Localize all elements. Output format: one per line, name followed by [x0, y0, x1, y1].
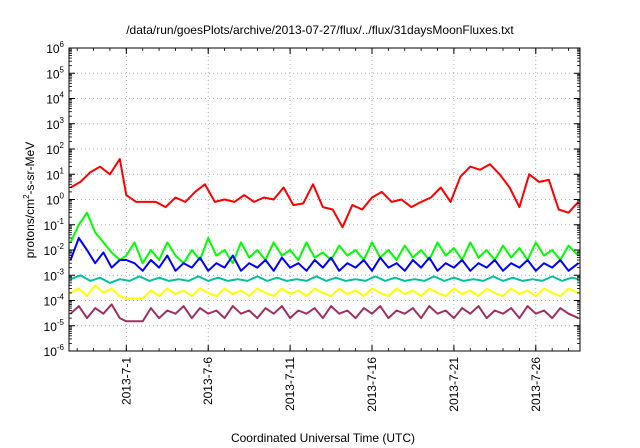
series-line-6	[69, 303, 579, 323]
y-tick-label-exponent: 0	[60, 192, 65, 201]
axis-ticks	[69, 47, 580, 352]
y-tick-label-base: 10	[46, 168, 60, 182]
chart-title: /data/run/goesPlots/archive/2013-07-27/f…	[126, 23, 514, 37]
y-tick-label-base: 10	[46, 194, 60, 208]
y-tick-label-exponent: -3	[57, 267, 65, 276]
y-tick-label-exponent: 3	[60, 116, 65, 125]
y-tick-label-base: 10	[44, 345, 58, 359]
series-layer	[69, 158, 580, 323]
y-tick-label-exponent: 2	[60, 141, 65, 150]
y-tick-label: 101	[46, 166, 64, 182]
grid-lines	[69, 48, 580, 351]
y-tick-label: 10-3	[44, 267, 65, 283]
y-tick-label-base: 10	[44, 295, 58, 309]
y-axis-label-main: protons/cm	[23, 199, 37, 258]
y-tick-label: 10-5	[44, 318, 65, 334]
y-axis-label-sup: 2	[22, 194, 31, 199]
x-tick-label: 2013-7-1	[119, 357, 133, 405]
y-tick-label: 105	[46, 65, 64, 81]
y-tick-label-base: 10	[44, 320, 58, 334]
y-tick-label-base: 10	[46, 42, 60, 56]
y-tick-label-exponent: -5	[57, 318, 65, 327]
y-tick-label-base: 10	[46, 143, 60, 157]
series-line-5	[70, 284, 579, 300]
y-tick-label-exponent: 6	[60, 40, 65, 49]
y-tick-label: 103	[46, 116, 64, 132]
y-tick-label-exponent: -1	[57, 217, 65, 226]
y-tick-label: 106	[46, 40, 64, 56]
series-line-1	[70, 158, 580, 229]
y-tick-label-exponent: 5	[60, 65, 65, 74]
series-line-3	[69, 237, 580, 272]
y-tick-label: 10-6	[44, 343, 65, 359]
y-tick-label-base: 10	[44, 269, 58, 283]
x-tick-label: 2013-7-21	[447, 357, 461, 412]
x-axis-label: Coordinated Universal Time (UTC)	[231, 431, 415, 445]
x-tick-label: 2013-7-11	[283, 357, 297, 411]
y-tick-label-base: 10	[44, 244, 58, 258]
x-tick-label: 2013-7-16	[365, 357, 379, 412]
y-tick-label-exponent: -6	[57, 343, 65, 352]
y-axis-label-rest: -s-sr-MeV	[23, 142, 37, 195]
y-tick-label: 102	[46, 141, 64, 157]
y-tick-label-base: 10	[46, 93, 60, 107]
y-tick-label-exponent: -4	[57, 293, 65, 302]
x-tick-label: 2013-7-26	[529, 357, 543, 412]
y-tick-label: 100	[46, 192, 64, 208]
y-tick-label-base: 10	[46, 118, 60, 132]
y-tick-label-exponent: -2	[57, 242, 65, 251]
series-line-2	[69, 211, 580, 265]
y-tick-label: 10-1	[44, 217, 65, 233]
y-axis-label: protons/cm2-s-sr-MeV	[22, 142, 37, 258]
y-tick-label-exponent: 4	[60, 91, 65, 100]
y-tick-label: 10-4	[44, 293, 65, 309]
y-tick-label: 10-2	[44, 242, 65, 258]
y-tick-label-exponent: 1	[60, 166, 65, 175]
y-tick-label: 104	[46, 91, 64, 107]
y-tick-label-base: 10	[44, 219, 58, 233]
x-tick-label: 2013-7-6	[201, 357, 215, 405]
y-tick-label-base: 10	[46, 67, 60, 81]
series-line-4	[70, 274, 579, 284]
